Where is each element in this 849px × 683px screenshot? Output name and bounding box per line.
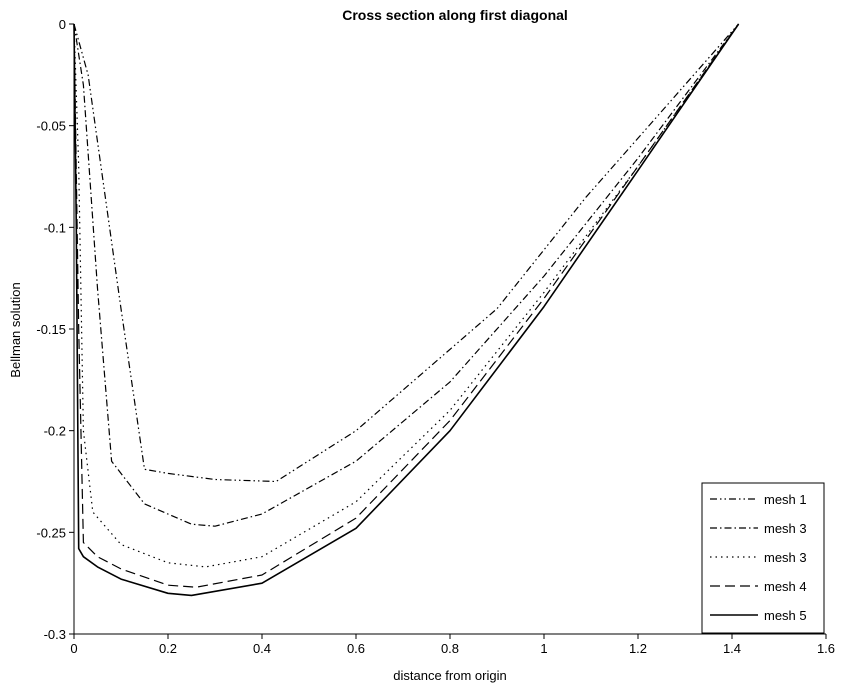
y-tick-label: -0.25 — [36, 525, 66, 540]
legend-label: mesh 4 — [764, 579, 807, 594]
legend-label: mesh 3 — [764, 521, 807, 536]
y-axis-label: Bellman solution — [8, 282, 23, 377]
y-tick-label: -0.3 — [44, 627, 66, 642]
y-tick-label: -0.05 — [36, 119, 66, 134]
legend-label: mesh 5 — [764, 608, 807, 623]
x-tick-label: 1.6 — [817, 641, 835, 656]
x-tick-label: 1 — [540, 641, 547, 656]
legend-box — [701, 482, 825, 634]
legend: mesh 1 mesh 3 mesh 3 mesh 4 mesh 5 — [701, 482, 825, 634]
series-line-1 — [73, 23, 740, 483]
x-tick-label: 1.2 — [629, 641, 647, 656]
legend-label: mesh 3 — [764, 550, 807, 565]
series-line-2 — [73, 23, 740, 527]
x-tick-label: 0.8 — [441, 641, 459, 656]
x-axis-label: distance from origin — [393, 668, 506, 683]
x-tick-label: 0 — [70, 641, 77, 656]
series-layer — [73, 23, 740, 597]
x-tick-label: 0.4 — [253, 641, 271, 656]
series-line-4 — [73, 23, 740, 588]
chart-title: Cross section along first diagonal — [342, 7, 568, 23]
x-tick-label: 1.4 — [723, 641, 741, 656]
y-tick-label: 0 — [59, 17, 66, 32]
legend-label: mesh 1 — [764, 492, 807, 507]
x-tick-label: 0.2 — [159, 641, 177, 656]
series-line-5 — [73, 23, 740, 597]
x-tick-label: 0.6 — [347, 641, 365, 656]
series-line-3 — [73, 23, 740, 568]
y-tick-label: -0.15 — [36, 322, 66, 337]
y-tick-label: -0.2 — [44, 424, 66, 439]
y-tick-label: -0.1 — [44, 220, 66, 235]
axes: 0 0.2 0.4 0.6 0.8 1 1.2 1.4 1.6 0 -0.05 -0.1 -0.15 -0… — [36, 17, 835, 656]
